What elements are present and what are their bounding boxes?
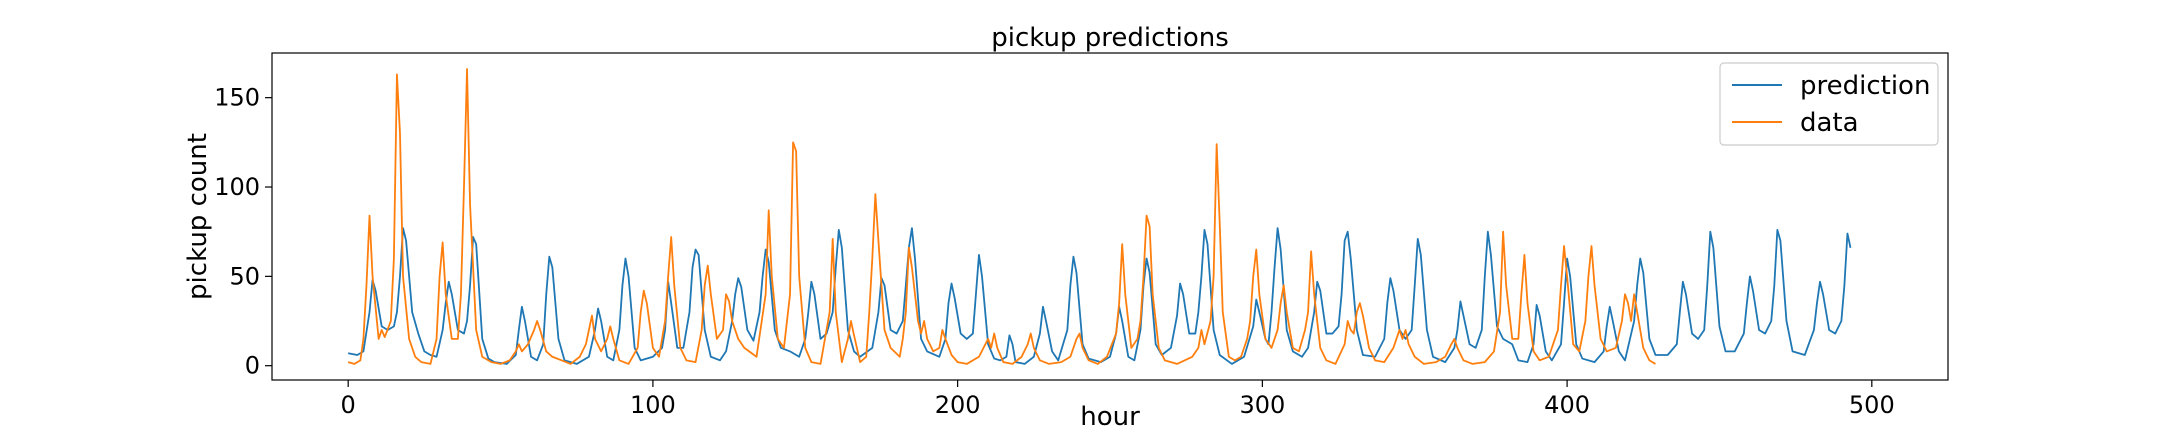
x-axis-label: hour <box>1080 402 1140 432</box>
y-tick-label: 150 <box>214 84 260 112</box>
x-tick-label: 500 <box>1849 391 1895 419</box>
x-tick-label: 400 <box>1544 391 1590 419</box>
legend: prediction data <box>1719 62 1939 146</box>
axes-frame <box>271 52 1949 381</box>
plot-area <box>347 68 1852 365</box>
legend-label-prediction: prediction <box>1800 71 1930 101</box>
y-tick-label: 50 <box>229 262 260 290</box>
axes: 0 100 200 300 400 500 0 50 100 150 <box>214 52 1949 419</box>
legend-label-data: data <box>1800 108 1859 138</box>
y-axis-label: pickup count <box>183 133 213 300</box>
legend-box <box>1719 62 1939 146</box>
y-tick-label: 0 <box>245 352 260 380</box>
x-tick-label: 0 <box>341 391 356 419</box>
x-tick-label: 100 <box>630 391 676 419</box>
chart-title: pickup predictions <box>991 23 1229 53</box>
x-tick-label: 200 <box>935 391 981 419</box>
series-line-data <box>347 68 1656 365</box>
x-tick-label: 300 <box>1239 391 1285 419</box>
y-tick-label: 100 <box>214 173 260 201</box>
